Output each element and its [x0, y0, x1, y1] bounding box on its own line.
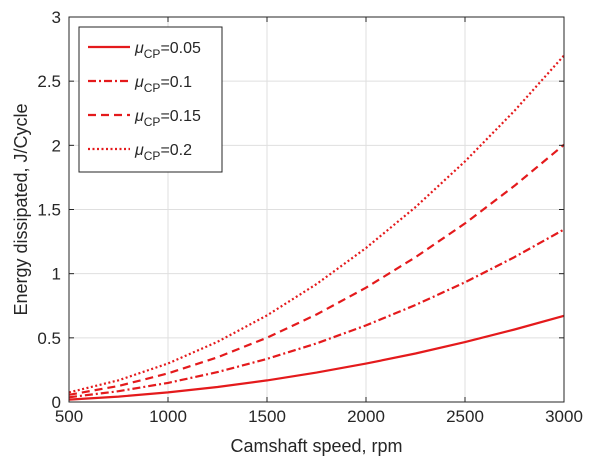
series-line-4	[68, 54, 565, 394]
legend-subscript: CP	[144, 115, 161, 129]
series-line-1	[68, 314, 565, 401]
y-tick-label: 1.5	[37, 201, 61, 220]
ticks: 500 1000 1500 2000 2500 3000 0 0.5 1 1.5 2 2.5 3	[37, 8, 583, 426]
x-tick-label: 1000	[149, 407, 187, 426]
legend-symbol: μ	[134, 108, 144, 125]
legend-box	[78, 26, 223, 173]
legend-value: =0.05	[160, 40, 201, 57]
series-lines	[68, 54, 565, 401]
x-tick-label: 3000	[545, 407, 583, 426]
x-tick-label: 1500	[248, 407, 286, 426]
legend-value: =0.1	[160, 74, 192, 91]
x-axis-label: Camshaft speed, rpm	[230, 436, 402, 456]
y-tick-label: 2.5	[37, 72, 61, 91]
x-tick-label: 2000	[347, 407, 385, 426]
legend-value: =0.15	[160, 108, 201, 125]
y-tick-label: 0.5	[37, 329, 61, 348]
legend-subscript: CP	[144, 81, 161, 95]
x-tick-label: 2500	[446, 407, 484, 426]
y-tick-label: 1	[52, 265, 61, 284]
legend-subscript: CP	[144, 47, 161, 61]
x-tick-label: 500	[55, 407, 83, 426]
series-line-2	[68, 228, 565, 399]
legend-symbol: μ	[134, 142, 144, 159]
y-tick-label: 2	[52, 136, 61, 155]
legend-label-3: μCP=0.15	[134, 108, 201, 129]
legend-label-2: μCP=0.1	[134, 74, 192, 95]
legend-value: =0.2	[160, 142, 192, 159]
y-tick-label: 3	[52, 8, 61, 27]
y-axis-label: Energy dissipated, J/Cycle	[11, 103, 31, 315]
series-line-3	[68, 143, 565, 396]
y-tick-label: 0	[52, 393, 61, 412]
legend-subscript: CP	[144, 149, 161, 163]
legend-label-1: μCP=0.05	[134, 40, 201, 61]
legend-symbol: μ	[134, 74, 144, 91]
legend-symbol: μ	[134, 40, 144, 57]
legend-label-4: μCP=0.2	[134, 142, 192, 163]
